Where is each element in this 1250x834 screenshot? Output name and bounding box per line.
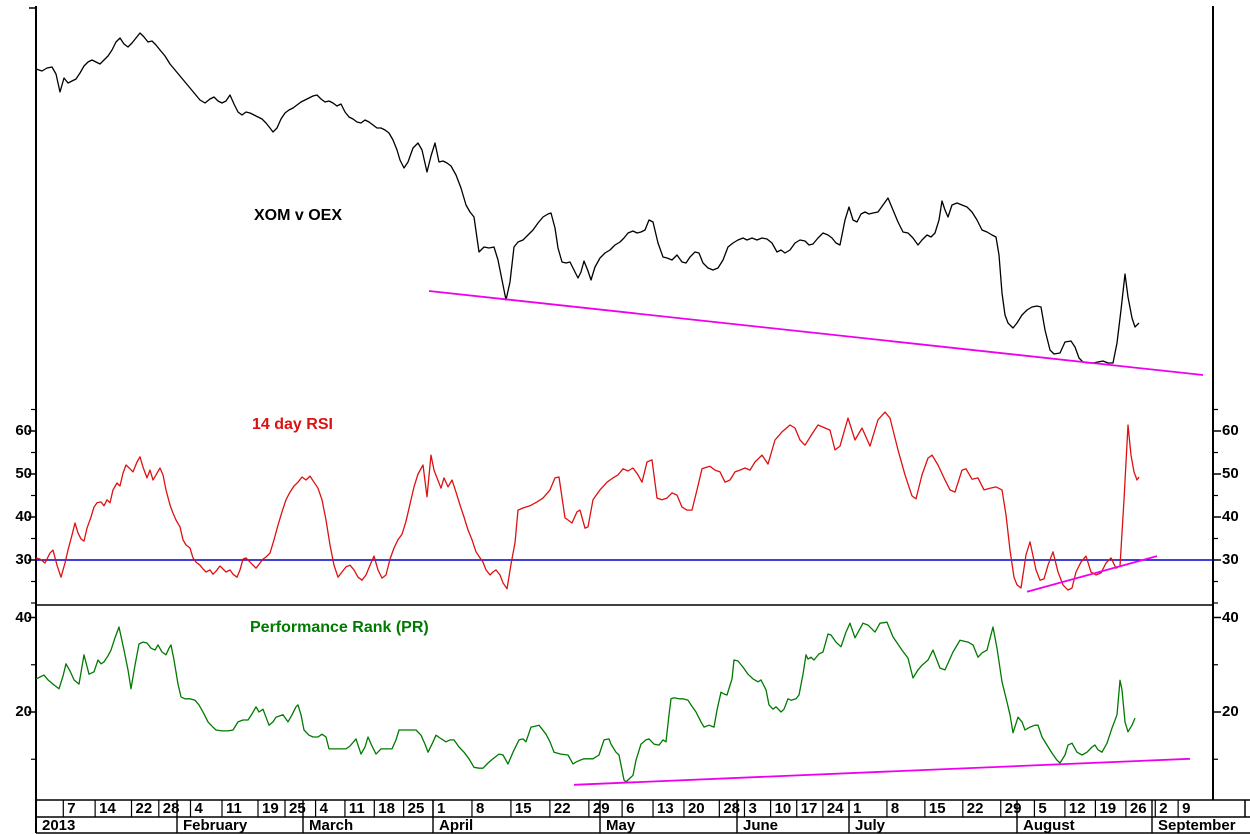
y-axis-label-right: 40 — [1222, 508, 1239, 525]
x-axis-week-label: 1 — [853, 800, 862, 817]
x-axis-week-label: 7 — [67, 800, 76, 817]
y-axis-label-left: 40 — [15, 508, 32, 525]
price-panel-title: XOM v OEX — [254, 207, 343, 224]
x-axis-week-label: 15 — [514, 800, 532, 817]
x-axis-week-label: 5 — [1038, 800, 1047, 817]
x-axis-week-label: 3 — [748, 800, 757, 817]
x-axis-week-label: 13 — [657, 800, 674, 817]
x-axis-week-label: 26 — [1129, 800, 1147, 817]
x-axis-week-label: 4 — [194, 800, 203, 817]
y-axis-label-right: 20 — [1222, 703, 1239, 720]
x-axis-week-label: 14 — [99, 800, 116, 817]
pr-panel-title: Performance Rank (PR) — [250, 619, 429, 636]
x-axis-month-label: 2013 — [42, 817, 76, 834]
x-axis-month-label: July — [855, 817, 886, 834]
x-axis-week-label: 2 — [1159, 800, 1168, 817]
x-axis-week-label: 28 — [162, 800, 180, 817]
y-axis-label-right: 30 — [1222, 551, 1239, 568]
x-axis-week-label: 29 — [592, 800, 610, 817]
x-axis-week-label: 11 — [226, 800, 242, 817]
x-axis-week-label: 15 — [928, 800, 946, 817]
x-axis-week-label: 10 — [774, 800, 792, 817]
rsi-trendline — [1026, 555, 1158, 593]
pr-series-line — [35, 621, 1136, 783]
x-axis-week-label: 25 — [289, 800, 306, 817]
x-axis-month-label: May — [606, 817, 636, 834]
x-axis-week-label: 17 — [800, 800, 818, 817]
price-series-line — [35, 32, 1140, 364]
y-axis-label-left: 20 — [15, 703, 32, 720]
x-axis-week-label: 8 — [475, 800, 485, 817]
x-axis-week-label: 25 — [407, 800, 425, 817]
pr-trendline — [573, 757, 1191, 786]
y-axis-label-right: 60 — [1222, 422, 1239, 439]
y-axis-label-right: 40 — [1222, 608, 1239, 626]
x-axis-month-label: February — [183, 817, 248, 834]
rsi-panel-title: 14 day RSI — [252, 416, 333, 433]
x-axis-week-label: 22 — [966, 800, 984, 817]
x-axis-week-label: 18 — [378, 800, 395, 817]
x-axis-week-label: 1 — [437, 800, 446, 817]
x-axis-week-label: 28 — [723, 800, 740, 817]
x-axis-month-label: March — [309, 817, 354, 834]
x-axis-week-label: 12 — [1068, 800, 1086, 817]
x-axis-week-label: 4 — [319, 800, 328, 817]
x-axis-week-label: 22 — [553, 800, 571, 817]
x-axis-month-label: June — [743, 817, 779, 834]
x-axis-week-label: 9 — [1182, 800, 1191, 817]
x-axis-month-label: April — [439, 817, 474, 834]
x-axis-month-label: September — [1158, 817, 1236, 834]
x-axis-week-label: 20 — [687, 800, 705, 817]
y-axis-label-left: 40 — [15, 608, 32, 626]
price-trendline — [428, 290, 1204, 376]
y-axis-label-right: 50 — [1222, 465, 1239, 482]
x-axis-week-label: 19 — [262, 800, 279, 817]
x-axis-week-label: 8 — [890, 800, 900, 817]
y-axis-label-left: 30 — [15, 551, 32, 568]
y-axis-label-left: 50 — [15, 465, 32, 482]
y-axis-label-left: 60 — [15, 422, 32, 439]
x-axis-month-label: August — [1023, 817, 1075, 834]
x-axis-week-label: 22 — [135, 800, 153, 817]
x-axis-week-label: 11 — [348, 800, 365, 817]
x-axis-week-label: 29 — [1004, 800, 1022, 817]
rsi-series-line — [35, 411, 1140, 591]
x-axis-week-label: 19 — [1099, 800, 1117, 817]
x-axis-week-label: 6 — [626, 800, 635, 817]
x-axis-week-label: 24 — [826, 800, 844, 817]
